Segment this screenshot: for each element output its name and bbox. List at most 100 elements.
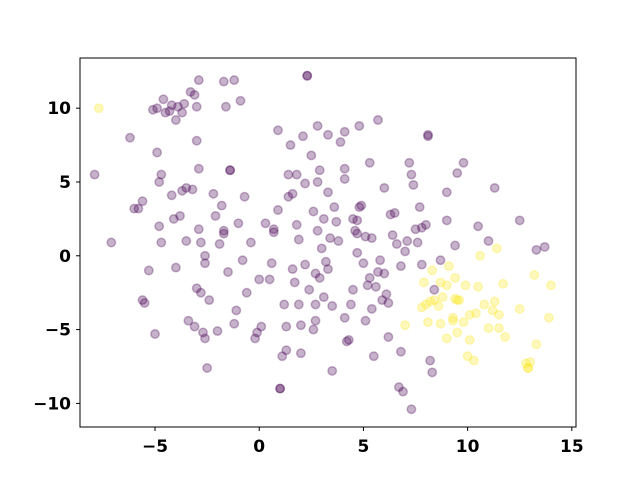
data-point-s0-57 [218, 76, 229, 87]
data-point-s0-156 [368, 351, 379, 362]
data-point-s0-199 [483, 236, 494, 246]
plot-frame [79, 57, 577, 428]
data-point-s1-21 [452, 327, 463, 338]
data-point-s0-203 [539, 241, 550, 252]
data-point-s0-27 [177, 107, 188, 118]
data-point-s0-53 [212, 326, 223, 337]
data-point-s0-150 [360, 315, 371, 326]
data-point-s0-90 [283, 169, 294, 180]
data-point-s0-131 [335, 137, 346, 148]
data-point-s0-87 [281, 321, 292, 332]
data-point-s0-163 [379, 268, 390, 279]
data-point-s0-101 [298, 131, 308, 142]
data-point-s0-77 [264, 274, 275, 285]
data-point-s0-192 [435, 255, 446, 266]
data-point-s0-184 [416, 222, 427, 233]
data-point-s0-189 [425, 355, 436, 366]
data-point-s1-34 [487, 305, 498, 316]
data-point-s1-31 [475, 250, 486, 261]
data-point-s0-11 [152, 103, 163, 114]
data-point-s0-49 [202, 363, 213, 373]
data-point-s0-126 [327, 365, 338, 376]
data-point-s1-37 [493, 309, 504, 320]
y-tick-label-2: 0 [59, 247, 71, 267]
data-point-s0-117 [314, 165, 325, 176]
data-point-s1-27 [464, 309, 475, 320]
data-point-s0-175 [400, 246, 411, 257]
data-point-s0-186 [420, 219, 431, 230]
data-point-s0-67 [235, 95, 246, 106]
data-point-s0-113 [312, 120, 323, 131]
data-point-s1-46 [529, 270, 540, 280]
data-point-s1-2 [416, 302, 427, 313]
data-point-s0-85 [277, 351, 288, 362]
data-point-s1-16 [448, 315, 458, 326]
data-point-s1-48 [543, 312, 554, 323]
data-point-s0-40 [193, 75, 204, 86]
data-point-s1-35 [489, 296, 500, 307]
data-point-s0-106 [304, 284, 315, 295]
data-point-s0-69 [239, 191, 250, 202]
data-point-s0-91 [285, 140, 296, 151]
data-point-s0-121 [320, 256, 331, 267]
data-point-s1-1 [400, 320, 411, 331]
data-point-s0-30 [181, 182, 192, 193]
data-point-s0-35 [189, 89, 200, 100]
data-point-s0-24 [170, 115, 181, 125]
data-point-s0-183 [414, 202, 425, 213]
data-point-s1-23 [458, 317, 469, 328]
data-point-s0-134 [339, 126, 350, 137]
data-point-s0-141 [350, 225, 361, 236]
data-point-s0-60 [223, 267, 233, 277]
data-point-s0-177 [404, 157, 415, 168]
y-tick-label-3: 5 [59, 173, 71, 193]
data-point-s1-11 [435, 277, 446, 288]
data-point-s0-1 [106, 237, 117, 248]
y-tick-label-1: −5 [45, 321, 71, 341]
data-point-s1-17 [448, 312, 458, 323]
data-point-s0-2 [125, 132, 135, 143]
data-point-s0-197 [458, 157, 469, 168]
data-point-s0-59 [220, 101, 231, 112]
data-point-s0-68 [237, 255, 248, 266]
data-point-s0-187 [423, 129, 433, 140]
data-point-s0-63 [229, 318, 240, 329]
data-point-s0-58 [218, 228, 229, 239]
data-point-s0-110 [310, 315, 321, 326]
data-point-s1-22 [454, 295, 465, 306]
data-point-s1-29 [471, 308, 481, 319]
x-tick-label-4: 15 [560, 437, 584, 457]
data-point-s0-164 [381, 289, 392, 300]
data-point-s0-114 [312, 225, 323, 236]
data-point-s0-170 [391, 239, 402, 249]
data-point-s0-74 [254, 274, 265, 285]
data-point-s1-44 [523, 363, 534, 373]
data-point-s0-99 [295, 320, 306, 331]
data-point-s0-185 [416, 259, 427, 270]
data-point-s0-111 [310, 299, 321, 310]
data-point-s0-51 [208, 188, 219, 199]
data-point-s0-22 [168, 213, 179, 224]
data-point-s0-73 [252, 327, 263, 338]
data-point-s0-98 [293, 299, 304, 310]
data-point-s0-115 [312, 177, 323, 187]
data-point-s0-41 [193, 163, 204, 174]
data-point-s0-198 [473, 221, 484, 232]
data-point-s0-196 [452, 168, 463, 179]
data-point-s0-75 [256, 321, 267, 332]
data-point-s0-182 [412, 237, 423, 248]
data-point-s1-33 [483, 323, 494, 334]
data-point-s0-7 [139, 298, 150, 308]
data-point-s0-159 [373, 267, 383, 277]
data-point-s0-0 [89, 169, 100, 180]
data-point-s0-109 [308, 324, 319, 335]
data-point-s0-172 [395, 261, 406, 272]
data-point-s0-202 [531, 244, 542, 255]
x-tick-label-2: 5 [358, 437, 370, 457]
points-layer [89, 70, 556, 415]
data-point-s0-93 [287, 188, 298, 199]
data-point-s0-54 [214, 239, 225, 249]
data-point-s0-70 [241, 287, 252, 298]
data-point-s0-71 [245, 237, 256, 248]
data-point-s0-146 [354, 202, 365, 213]
